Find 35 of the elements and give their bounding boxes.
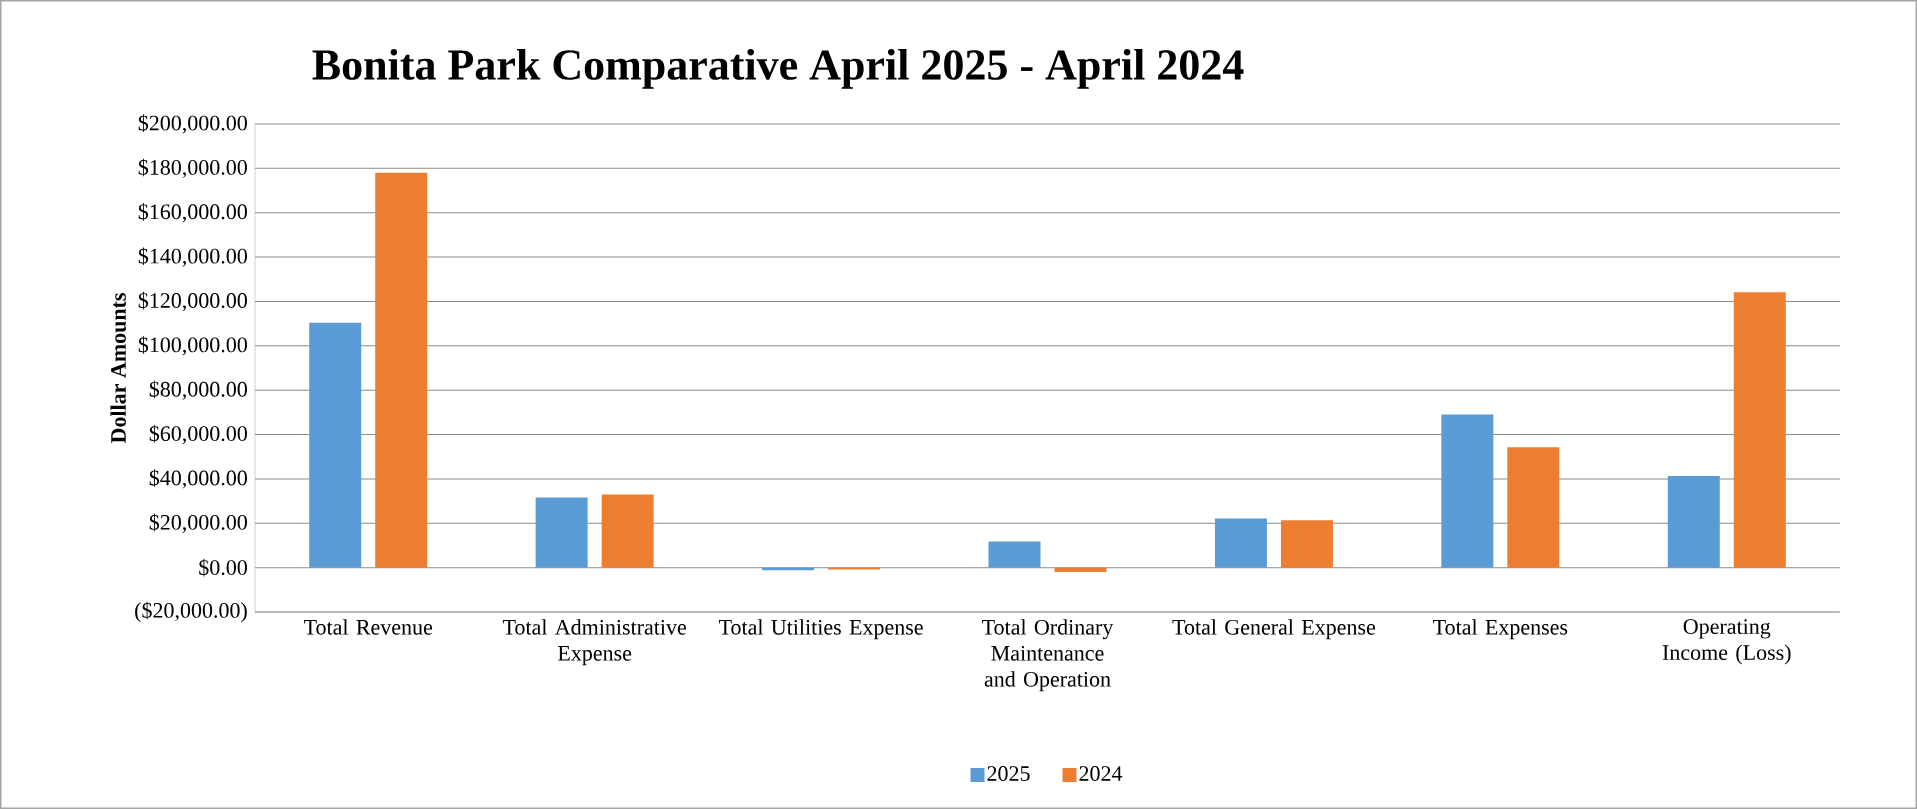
legend-label: 2024 xyxy=(1079,766,1123,781)
y-tick-label: $0.00 xyxy=(199,558,247,577)
bar xyxy=(1280,520,1333,568)
bar xyxy=(1441,414,1494,568)
y-tick-label: $140,000.00 xyxy=(138,247,247,267)
bar xyxy=(1733,292,1786,568)
y-tick-label: $60,000.00 xyxy=(149,424,247,445)
y-tick-label: $100,000.00 xyxy=(138,336,247,356)
x-tick-label: Total Ordinary Maintenance and Operation xyxy=(982,619,1114,692)
bar xyxy=(535,497,588,568)
bar xyxy=(309,322,362,568)
bar xyxy=(1054,567,1107,573)
x-tick-label: Total Utilities Expense xyxy=(718,619,923,640)
bar xyxy=(1507,447,1560,568)
bar xyxy=(375,172,428,568)
y-tick-label: $180,000.00 xyxy=(138,158,247,179)
x-tick-label: Operating Income (Loss) xyxy=(1662,619,1791,665)
y-tick-label: $200,000.00 xyxy=(138,114,247,134)
x-tick-label: Total General Expense xyxy=(1172,619,1376,640)
x-tick-label: Total Expenses xyxy=(1433,619,1568,640)
chart-title: Bonita Park Comparative April 2025 - April 2024 xyxy=(312,48,1244,89)
x-tick-label: Total Revenue xyxy=(304,619,433,635)
bar xyxy=(601,494,654,568)
y-tick-label: ($20,000.00) xyxy=(135,601,247,623)
x-tick-label: Total Administrative Expense xyxy=(502,619,686,666)
bar xyxy=(988,541,1041,568)
y-tick-label: $40,000.00 xyxy=(149,469,247,489)
y-tick-label: $20,000.00 xyxy=(149,513,247,533)
bar xyxy=(1214,518,1267,568)
bar xyxy=(1667,476,1720,568)
legend-label: 2025 xyxy=(987,766,1030,781)
y-tick-label: $80,000.00 xyxy=(149,380,247,400)
y-tick-label: $120,000.00 xyxy=(138,291,247,312)
y-tick-label: $160,000.00 xyxy=(138,203,247,223)
y-axis-title: Dollar Amounts xyxy=(110,293,126,444)
